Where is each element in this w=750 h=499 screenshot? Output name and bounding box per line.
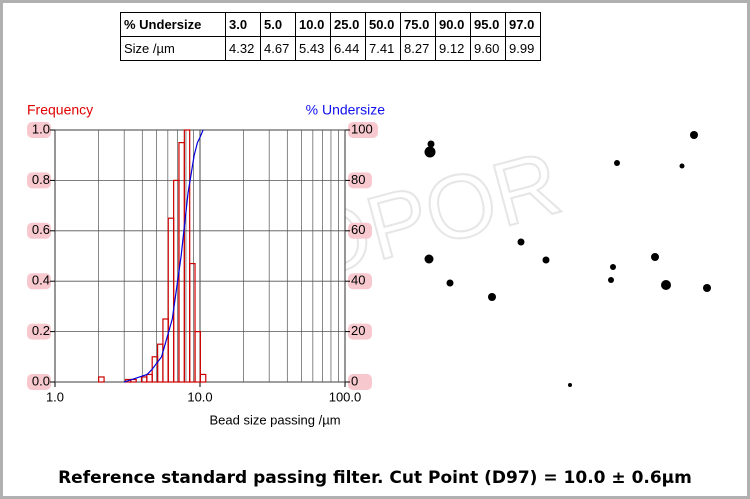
y2-tick-label: 0 (351, 373, 358, 388)
x-tick-label: 10.0 (187, 389, 212, 404)
y-tick-label: 0.4 (32, 273, 50, 288)
y2-tick-label: 80 (351, 172, 365, 187)
chart: COPOR Frequency % Undersize Bead size pa… (0, 0, 750, 499)
y2-axis-title: % Undersize (306, 102, 386, 118)
x-tick-label: 1.0 (46, 389, 64, 404)
y-axis-title: Frequency (27, 102, 93, 118)
y-tick-label: 0.8 (32, 172, 50, 187)
y-tick-label: 0.2 (32, 323, 50, 338)
y2-tick-label: 60 (351, 222, 365, 237)
x-tick-label: 100.0 (329, 389, 362, 404)
y-tick-label: 0.0 (32, 373, 50, 388)
caption: Reference standard passing filter. Cut P… (0, 468, 750, 488)
y2-tick-label: 100 (351, 121, 373, 136)
y2-tick-label: 40 (351, 273, 365, 288)
x-axis-title: Bead size passing /µm (209, 412, 340, 427)
y-tick-label: 1.0 (32, 121, 50, 136)
y2-tick-label: 20 (351, 323, 365, 338)
y-tick-label: 0.6 (32, 222, 50, 237)
